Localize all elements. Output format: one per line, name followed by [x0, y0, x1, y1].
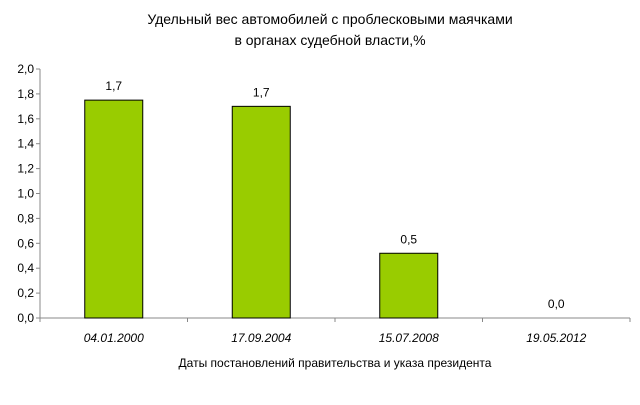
value-label: 0,5 [400, 232, 417, 246]
chart-title-line-1: Удельный вес автомобилей с проблесковыми… [147, 11, 512, 27]
category-label: 04.01.2000 [84, 331, 144, 345]
y-tick-label: 1,6 [17, 112, 34, 126]
y-tick-label: 0,4 [17, 261, 34, 275]
chart-title-line-2: в органах судебной власти,% [234, 32, 425, 48]
bar [379, 252, 439, 319]
y-tick-label: 1,2 [17, 162, 34, 176]
value-labels: 1,7 1,7 0,5 0,0 [105, 79, 565, 311]
y-tick-label: 0,6 [17, 236, 34, 250]
category-labels: 04.01.2000 17.09.2004 15.07.2008 19.05.2012 [84, 331, 587, 345]
bars [84, 99, 439, 319]
y-tick-label: 1,4 [17, 137, 34, 151]
category-label: 17.09.2004 [231, 331, 291, 345]
category-label: 19.05.2012 [526, 331, 586, 345]
y-axis-ticks: 0,0 0,2 0,4 0,6 0,8 1,0 1,2 1,4 1,6 1,8 2,0 [17, 62, 40, 325]
chart-title: Удельный вес автомобилей с проблесковыми… [147, 11, 512, 48]
x-axis-label: Даты постановлений правительства и указа… [179, 356, 492, 370]
value-label: 1,7 [105, 79, 122, 93]
y-tick-label: 2,0 [17, 62, 34, 76]
y-tick-label: 0,0 [17, 311, 34, 325]
bar [231, 105, 291, 319]
value-label: 1,7 [253, 85, 270, 99]
bar [84, 99, 144, 319]
value-label: 0,0 [548, 297, 565, 311]
category-label: 15.07.2008 [379, 331, 439, 345]
y-tick-label: 1,0 [17, 187, 34, 201]
y-tick-label: 1,8 [17, 87, 34, 101]
y-tick-label: 0,8 [17, 211, 34, 225]
y-tick-label: 0,2 [17, 286, 34, 300]
